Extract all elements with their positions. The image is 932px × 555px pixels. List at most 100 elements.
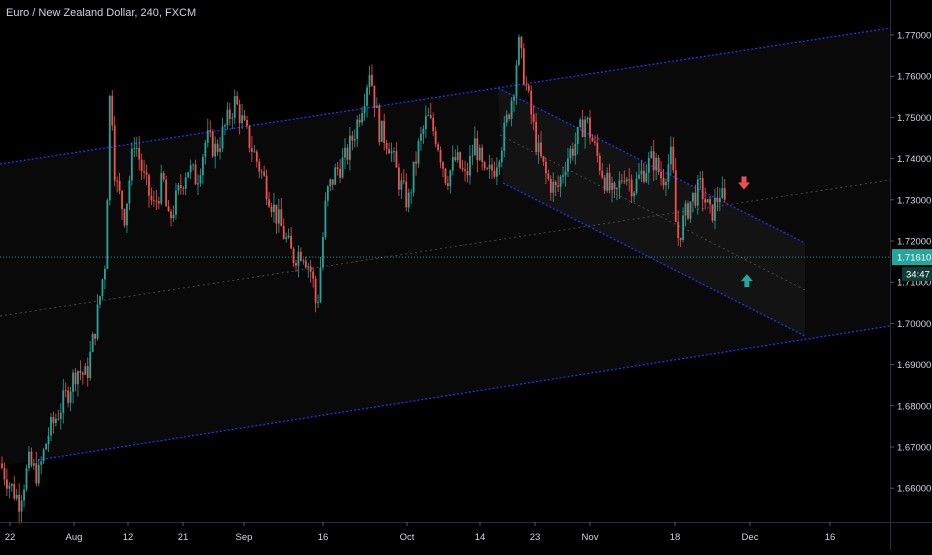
candle-body <box>400 180 403 190</box>
candle-body <box>711 204 714 221</box>
candle-body <box>437 144 439 150</box>
candle-body <box>302 260 305 262</box>
candle-body <box>655 157 658 171</box>
candle-body <box>473 138 476 156</box>
candle-body <box>525 84 528 86</box>
time-tick-label: 18 <box>670 532 681 543</box>
candle-body <box>295 263 297 266</box>
candle-body <box>62 390 65 413</box>
candle-body <box>635 178 638 193</box>
descending-channel-lower-line[interactable] <box>502 182 806 337</box>
candle-body <box>393 151 395 152</box>
candle-body <box>623 181 626 182</box>
candle-body <box>444 168 447 184</box>
candle-body <box>160 172 163 204</box>
chart-title: Euro / New Zealand Dollar, 240, FXCM <box>6 7 197 19</box>
candle-body <box>660 172 662 179</box>
candle-body <box>508 114 511 119</box>
candle-body <box>567 158 569 172</box>
candle-body <box>569 148 572 159</box>
candle-body <box>402 180 405 182</box>
candle-body <box>322 237 324 268</box>
candle-body <box>674 170 677 222</box>
time-tick-label: 22 <box>5 532 16 543</box>
candle-body <box>277 209 280 224</box>
candle-body <box>177 185 180 191</box>
candle-body <box>361 113 364 123</box>
candle-body <box>13 483 16 499</box>
candle-body <box>378 105 381 142</box>
candle-body <box>667 164 670 182</box>
time-tick-label: 14 <box>475 532 486 543</box>
arrow-head <box>738 182 750 190</box>
sell-arrow-icon <box>738 176 750 190</box>
candle-body <box>478 147 481 161</box>
candle-body <box>652 151 655 171</box>
candle-body <box>287 235 290 238</box>
candle-body <box>236 96 239 105</box>
candle-body <box>25 468 28 490</box>
candle-body <box>385 142 388 149</box>
candle-body <box>52 416 55 424</box>
candle-body <box>383 120 386 143</box>
price-tick-label: 1.68000 <box>897 401 931 412</box>
candle-body <box>498 162 501 168</box>
candle-body <box>535 121 537 152</box>
price-tick-label: 1.73000 <box>897 195 931 206</box>
candle-body <box>721 188 724 198</box>
candle-body <box>319 267 322 303</box>
price-tick-label: 1.66000 <box>897 484 931 495</box>
candle-body <box>618 180 621 188</box>
candle-body <box>334 167 337 185</box>
candle-body <box>564 171 567 176</box>
candle-body <box>69 391 72 403</box>
candle-body <box>251 148 253 152</box>
price-axis: 1.66000 1.67000 1.68000 1.69000 1.70000 1.710… <box>890 0 932 550</box>
candle-body <box>358 119 361 123</box>
candle-body <box>363 105 366 114</box>
candle-body <box>545 161 547 174</box>
candle-body <box>228 109 231 119</box>
descending-channel-upper-line[interactable] <box>497 87 806 244</box>
candle-body <box>172 214 175 219</box>
candle-body <box>126 203 128 226</box>
price-tick-label: 1.72000 <box>897 237 931 248</box>
time-tick-label: Nov <box>582 532 599 543</box>
candle-body <box>143 171 145 173</box>
candle-body <box>589 117 591 138</box>
candle-body <box>304 260 307 268</box>
candle-body <box>620 180 623 182</box>
candle-body <box>292 248 295 264</box>
candle-body <box>640 170 643 175</box>
candle-body <box>476 138 479 161</box>
price-tick-label: 1.75000 <box>897 113 931 124</box>
candle-body <box>42 449 45 462</box>
candle-body <box>422 128 425 134</box>
candle-body <box>682 215 684 240</box>
candle-body <box>630 179 633 197</box>
candle-body <box>486 168 488 170</box>
candle-body <box>6 479 8 489</box>
candle-body <box>145 172 148 175</box>
candle-body <box>297 251 300 266</box>
price-tick-label: 1.71000 <box>897 278 931 289</box>
candle-body <box>317 302 319 303</box>
candle-body <box>513 96 515 101</box>
candle-body <box>108 95 111 201</box>
candle-body <box>221 126 224 149</box>
candle-body <box>79 371 82 373</box>
candle-body <box>118 180 121 191</box>
candle-body <box>500 150 503 163</box>
candle-body <box>706 199 709 203</box>
candle-body <box>581 119 584 137</box>
price-tick-label: 1.74000 <box>897 154 931 165</box>
candle-body <box>148 174 150 196</box>
candle-body <box>704 199 707 203</box>
descending-channel-midline <box>499 134 806 291</box>
candle-body <box>128 180 131 204</box>
price-tick-label: 1.69000 <box>897 360 931 371</box>
time-tick-label: 23 <box>530 532 541 543</box>
candle-body <box>209 130 212 132</box>
